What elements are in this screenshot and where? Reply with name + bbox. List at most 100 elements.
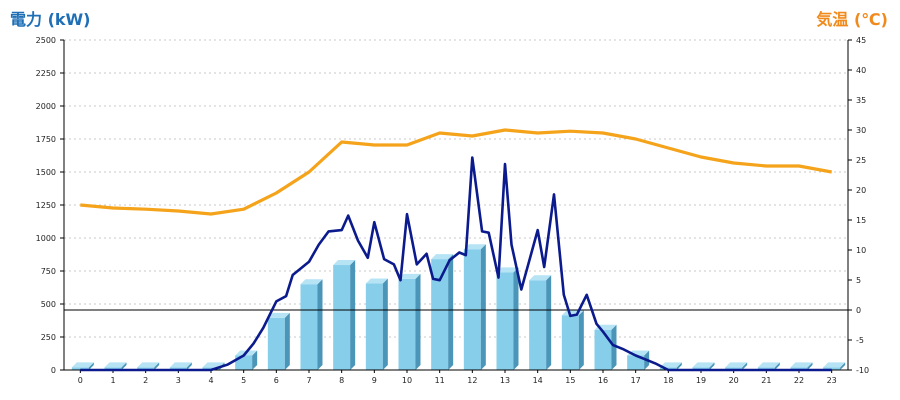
- x-tick-label: 19: [696, 376, 706, 385]
- bar-side: [611, 324, 617, 370]
- bar-side: [448, 254, 454, 370]
- bar-side: [317, 279, 323, 370]
- bar-top: [333, 260, 356, 266]
- bar-front: [790, 367, 808, 370]
- bar-front: [137, 367, 155, 370]
- bar: [790, 362, 813, 370]
- x-tick-label: 13: [500, 376, 510, 385]
- x-tick-label: 10: [402, 376, 412, 385]
- bar-front: [104, 367, 122, 370]
- right-tick-label: 30: [856, 126, 866, 135]
- bar-side: [480, 244, 486, 370]
- bar-side: [415, 273, 421, 370]
- bar: [561, 310, 584, 370]
- bar-side: [709, 362, 715, 370]
- bar-side: [513, 267, 519, 370]
- bar-top: [790, 362, 813, 368]
- bar-side: [252, 350, 258, 370]
- bar: [365, 278, 388, 370]
- bar-front: [594, 329, 612, 370]
- bar-top: [692, 362, 715, 368]
- bar-top: [398, 273, 421, 279]
- bar-side: [88, 362, 94, 370]
- left-tick-label: 250: [41, 333, 56, 342]
- bar: [692, 362, 715, 370]
- bar: [104, 362, 127, 370]
- bar-top: [496, 267, 519, 273]
- bar-front: [561, 315, 579, 370]
- x-tick-label: 23: [827, 376, 837, 385]
- x-tick-label: 2: [143, 376, 148, 385]
- bar-side: [578, 310, 584, 370]
- x-tick-label: 1: [110, 376, 115, 385]
- x-tick-label: 11: [435, 376, 445, 385]
- left-tick-label: 2000: [36, 102, 56, 111]
- x-tick-label: 9: [372, 376, 377, 385]
- x-tick-label: 21: [761, 376, 771, 385]
- x-tick-label: 7: [306, 376, 311, 385]
- right-tick-label: 15: [856, 216, 866, 225]
- bar: [823, 362, 846, 370]
- right-tick-label: 5: [856, 276, 861, 285]
- x-tick-label: 18: [663, 376, 673, 385]
- bar-top: [757, 362, 780, 368]
- x-tick-label: 6: [274, 376, 279, 385]
- bar-front: [333, 265, 351, 370]
- bar-top: [104, 362, 127, 368]
- bar: [71, 362, 94, 370]
- bar-top: [267, 312, 290, 318]
- left-tick-label: 2250: [36, 69, 56, 78]
- bar: [267, 312, 290, 370]
- bar-top: [659, 362, 682, 368]
- left-tick-label: 2500: [36, 36, 56, 45]
- bar-side: [121, 362, 127, 370]
- right-tick-label: -10: [856, 366, 869, 375]
- bar-front: [627, 355, 645, 370]
- left-tick-label: 1750: [36, 135, 56, 144]
- right-tick-label: 20: [856, 186, 866, 195]
- x-tick-label: 17: [631, 376, 641, 385]
- left-tick-label: 0: [51, 366, 56, 375]
- bar-top: [529, 275, 552, 281]
- bar-side: [742, 362, 748, 370]
- bar: [757, 362, 780, 370]
- left-tick-label: 1250: [36, 201, 56, 210]
- bar-top: [463, 244, 486, 250]
- right-tick-label: 40: [856, 66, 866, 75]
- bar-top: [137, 362, 160, 368]
- bar-top: [169, 362, 192, 368]
- x-tick-label: 22: [794, 376, 804, 385]
- right-axis-title: 気温 (℃): [816, 10, 888, 29]
- bar-top: [300, 279, 323, 285]
- bar-side: [676, 362, 682, 370]
- temperature-line: [80, 128, 832, 216]
- x-tick-label: 12: [467, 376, 477, 385]
- bar-front: [431, 259, 449, 370]
- x-tick-label: 14: [533, 376, 543, 385]
- bar-side: [807, 362, 813, 370]
- bar: [431, 254, 454, 370]
- bar-front: [398, 278, 416, 370]
- bar-front: [496, 272, 514, 370]
- bar-front: [692, 367, 710, 370]
- bar-side: [546, 275, 552, 370]
- bar-top: [725, 362, 748, 368]
- bar: [725, 362, 748, 370]
- bar-side: [284, 312, 290, 370]
- bar-front: [529, 280, 547, 370]
- left-tick-label: 750: [41, 267, 56, 276]
- right-tick-label: 0: [856, 306, 861, 315]
- power-line: [80, 156, 832, 372]
- x-tick-label: 8: [339, 376, 344, 385]
- bar: [300, 279, 323, 370]
- bar: [398, 273, 421, 370]
- x-tick-label: 15: [565, 376, 575, 385]
- bar-side: [154, 362, 160, 370]
- bar-front: [267, 317, 285, 370]
- bar: [137, 362, 160, 370]
- x-tick-label: 3: [176, 376, 181, 385]
- bar-side: [350, 260, 356, 370]
- right-tick-label: 10: [856, 246, 866, 255]
